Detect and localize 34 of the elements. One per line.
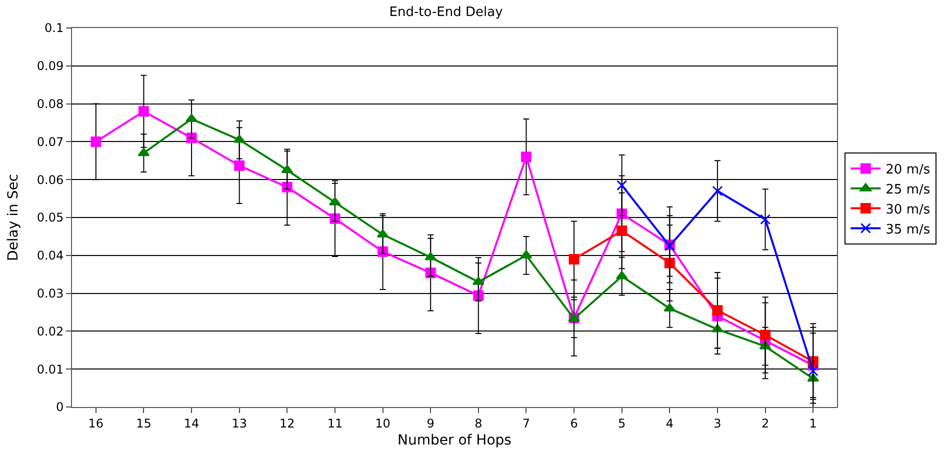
x-tick-label: 14 — [184, 416, 200, 430]
x-tick-label: 10 — [375, 416, 390, 430]
x-axis-title: Number of Hops — [398, 432, 512, 449]
y-tick-label: 0.1 — [44, 21, 64, 36]
x-tick-label: 13 — [232, 416, 247, 430]
x-tick-label: 15 — [136, 416, 152, 430]
y-tick-label: 0.07 — [36, 134, 64, 149]
x-tick-label: 7 — [522, 416, 530, 430]
x-tick-label: 3 — [714, 416, 722, 430]
y-tick-label: 0 — [56, 400, 64, 414]
y-axis-title: Delay in Sec — [5, 174, 22, 262]
y-tick-label: 0.01 — [36, 362, 64, 376]
y-tick-label: 0.08 — [36, 97, 64, 111]
legend-label: 25 m/s — [886, 182, 930, 198]
y-tick-label: 0.02 — [36, 324, 64, 338]
y-tick-label: 0.05 — [36, 210, 64, 225]
legend-label: 35 m/s — [886, 222, 930, 238]
x-tick-label: 1 — [809, 416, 817, 430]
x-tick-label: 2 — [761, 416, 770, 430]
y-tick-label: 0.09 — [36, 59, 64, 74]
y-tick-label: 0.04 — [36, 248, 64, 263]
x-tick-label: 5 — [618, 416, 626, 430]
legend-label: 20 m/s — [886, 162, 930, 178]
y-tick-label: 0.06 — [36, 172, 64, 187]
x-tick-label: 11 — [327, 416, 343, 430]
x-tick-label: 6 — [570, 416, 578, 430]
x-tick-label: 4 — [666, 416, 674, 430]
x-tick-label: 16 — [88, 416, 104, 430]
x-tick-label: 9 — [426, 416, 434, 430]
x-tick-label: 12 — [280, 416, 295, 430]
y-tick-label: 0.03 — [36, 286, 64, 300]
chart-title: End-to-End Delay — [389, 4, 504, 20]
legend-label: 30 m/s — [886, 202, 930, 218]
x-tick-label: 8 — [474, 416, 482, 430]
